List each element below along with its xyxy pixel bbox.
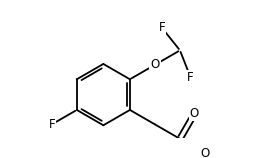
Text: F: F (158, 21, 165, 34)
Text: O: O (190, 107, 199, 120)
Text: O: O (200, 147, 210, 158)
Text: O: O (150, 58, 160, 71)
Text: F: F (187, 71, 194, 84)
Text: F: F (49, 118, 55, 131)
